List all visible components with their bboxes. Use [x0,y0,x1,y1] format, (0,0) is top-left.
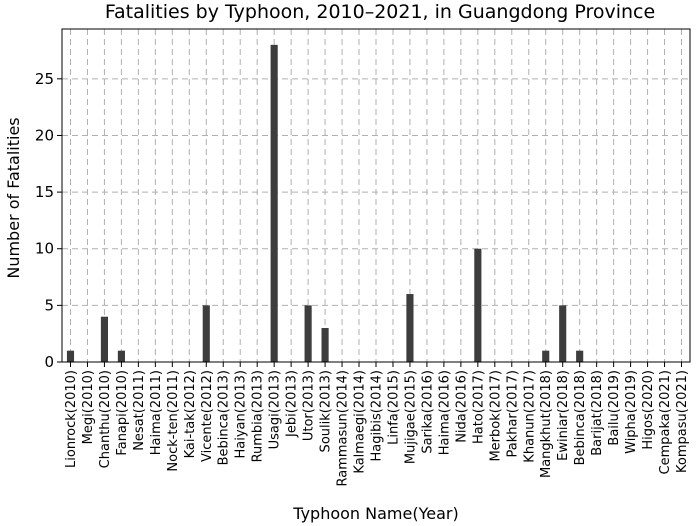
x-tick-label: Usagi(2013) [268,370,283,449]
x-tick-label: Hagibis(2014) [370,370,385,461]
x-tick-label: Khanun(2017) [522,370,537,463]
x-tick-label: Haiyan(2013) [234,370,249,458]
x-tick-label: Bebinca(2013) [217,370,232,465]
x-tick-label: Lionrock(2010) [64,370,79,468]
x-tick-label: Haima(2011) [149,370,164,455]
x-tick-label: Barijat(2018) [590,370,605,456]
x-tick-label: Bailu(2019) [607,370,622,446]
x-tick-label: Bebinca(2018) [573,370,588,465]
x-tick-label: Higos(2020) [641,370,656,450]
x-tick-label: Rammasun(2014) [336,370,351,487]
x-tick-label: Ewiniar(2018) [556,370,571,461]
bar-bebinca-2018 [576,350,584,362]
bar-chanthu-2010 [100,316,108,362]
y-axis-label: Number of Fatalities [4,117,23,278]
x-tick-label: Sarika(2016) [420,370,435,454]
y-tick-label: 15 [35,183,54,201]
bar-soulik-2013 [321,328,329,362]
x-tick-label: Nesat(2011) [132,370,147,451]
y-tick-label: 0 [44,353,54,371]
x-tick-label: Soulik(2013) [319,370,334,452]
y-axis-ticks: 0 5 10 15 20 25 [35,70,62,371]
x-tick-label: Jebi(2013) [285,370,300,438]
x-tick-label: Chanthu(2010) [98,370,113,468]
grid-layer [62,29,690,363]
x-tick-label: Nida(2016) [454,370,469,443]
x-tick-label: Wipha(2019) [624,370,639,454]
x-tick-label: Merbok(2017) [488,370,503,462]
x-tick-label: Kai-tak(2012) [183,370,198,458]
x-tick-label: Rumbia(2013) [251,370,266,462]
x-tick-label: Utor(2013) [302,370,317,441]
y-tick-label: 10 [35,240,54,258]
x-tick-label: Kompasu(2021) [675,370,690,473]
bar-mangkhut-2018 [542,350,550,362]
bar-usagi-2013 [270,44,278,362]
x-tick-label: Mujigae(2015) [403,370,418,464]
bar-layer [66,44,584,362]
bar-mujigae-2015 [406,294,414,362]
y-tick-label: 20 [35,126,54,144]
x-tick-label: Vicente(2012) [200,370,215,462]
bar-fanapi-2010 [117,350,125,362]
y-tick-label: 25 [35,70,54,88]
x-axis-ticks: Lionrock(2010) Megi(2010) Chanthu(2010) Fan… [64,362,690,487]
bar-lionrock-2010 [66,350,75,362]
x-axis-label: Typhoon Name(Year) [292,504,458,523]
y-tick-label: 5 [44,296,54,314]
x-tick-label: Nock-ten(2011) [166,370,181,472]
x-tick-label: Cempaka(2021) [658,370,673,474]
x-tick-label: Pakhar(2017) [505,370,520,458]
chart-title: Fatalities by Typhoon, 2010–2021, in Gua… [105,1,655,23]
x-tick-label: Mangkhut(2018) [539,370,554,478]
x-tick-label: Megi(2010) [81,370,96,444]
x-tick-label: Haima(2016) [437,370,452,455]
x-tick-label: Fanapi(2010) [115,370,130,456]
bar-utor-2013 [304,305,312,362]
x-tick-label: Hato(2017) [471,370,486,444]
bar-vicente-2012 [202,305,210,362]
x-tick-label: Linfa(2015) [386,370,401,445]
x-tick-label: Kalmaegi(2014) [353,370,368,474]
bar-hato-2017 [474,248,482,362]
bar-ewiniar-2018 [559,305,567,362]
